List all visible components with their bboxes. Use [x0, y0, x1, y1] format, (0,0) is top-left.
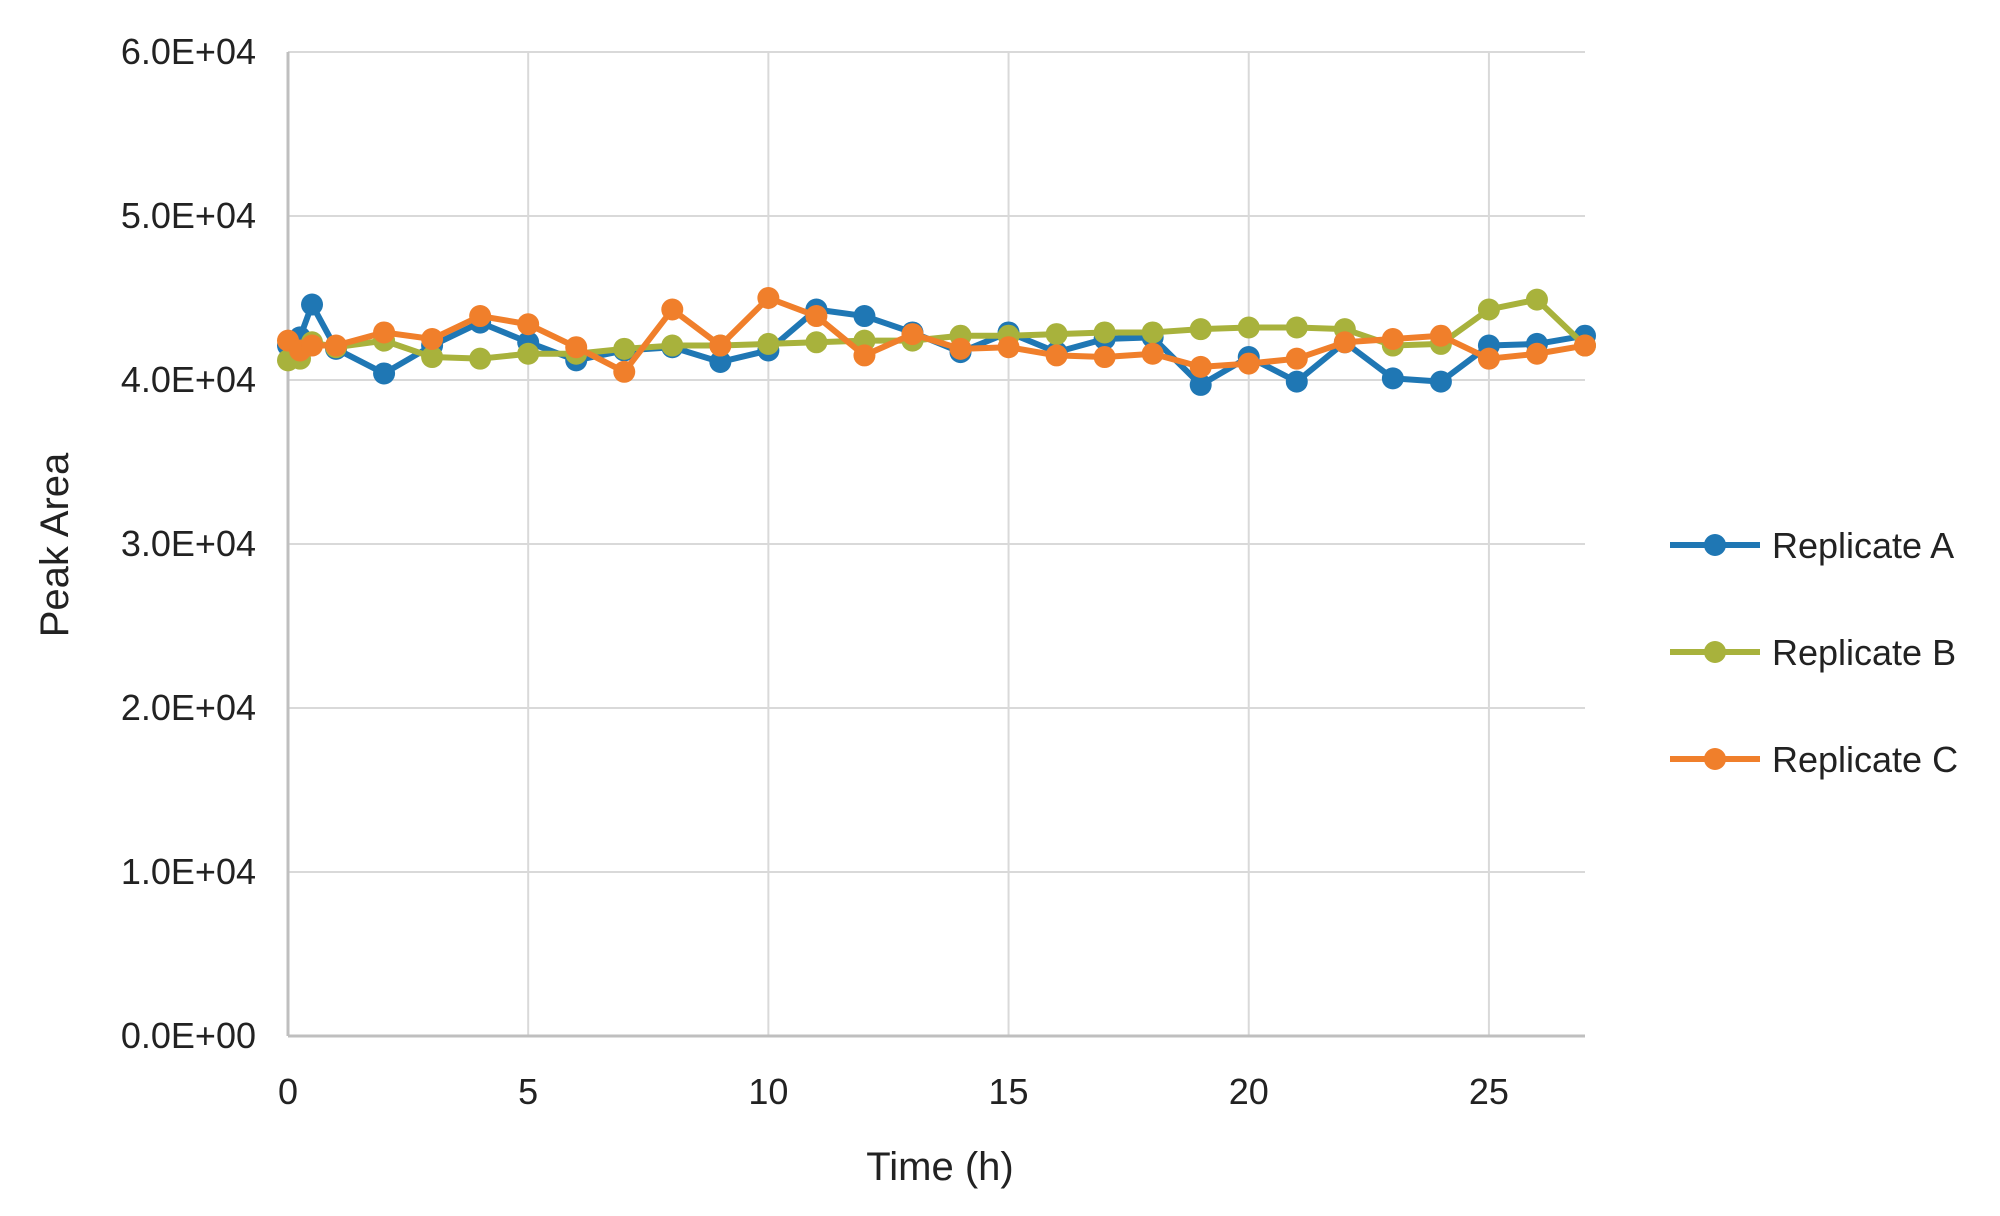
data-point[interactable] — [1477, 347, 1500, 370]
data-point[interactable] — [613, 337, 636, 360]
axes — [286, 52, 1585, 1038]
x-axis-title: Time (h) — [866, 1145, 1013, 1189]
legend-item[interactable]: Replicate C — [1670, 739, 1958, 780]
data-point[interactable] — [301, 293, 324, 316]
x-tick-label: 25 — [1469, 1071, 1509, 1112]
data-point[interactable] — [661, 334, 684, 357]
data-point[interactable] — [517, 342, 540, 365]
data-point[interactable] — [1093, 321, 1116, 344]
y-tick-label: 3.0E+04 — [121, 523, 256, 564]
data-point[interactable] — [661, 298, 684, 321]
data-point[interactable] — [853, 305, 876, 328]
y-tick-label: 4.0E+04 — [121, 359, 256, 400]
data-point[interactable] — [1189, 318, 1212, 341]
data-point[interactable] — [1141, 342, 1164, 365]
data-point[interactable] — [805, 331, 828, 354]
data-point[interactable] — [757, 287, 780, 309]
data-point[interactable] — [949, 337, 972, 360]
data-point[interactable] — [1525, 288, 1548, 311]
legend[interactable]: Replicate A Replicate B Replicate C — [1670, 525, 1958, 780]
data-point[interactable] — [997, 336, 1020, 359]
data-point[interactable] — [1333, 331, 1356, 354]
data-point[interactable] — [1285, 370, 1308, 393]
data-point[interactable] — [613, 360, 636, 383]
data-point[interactable] — [1429, 370, 1452, 393]
data-point[interactable] — [1574, 334, 1596, 357]
legend-label: Replicate C — [1772, 739, 1958, 780]
data-point[interactable] — [1285, 347, 1308, 370]
data-point[interactable] — [1237, 316, 1260, 339]
data-point[interactable] — [709, 334, 732, 357]
data-point[interactable] — [373, 321, 396, 344]
x-tick-label: 20 — [1229, 1071, 1269, 1112]
data-point[interactable] — [421, 346, 444, 369]
legend-label: Replicate B — [1772, 632, 1956, 673]
gridlines — [288, 51, 1585, 1036]
data-point[interactable] — [565, 336, 588, 359]
data-point[interactable] — [1285, 316, 1308, 339]
data-point[interactable] — [1045, 344, 1068, 367]
data-point[interactable] — [853, 344, 876, 367]
y-tick-label: 2.0E+04 — [121, 687, 256, 728]
y-tick-label: 1.0E+04 — [121, 851, 256, 892]
data-point[interactable] — [517, 313, 540, 336]
x-tick-label: 0 — [278, 1071, 298, 1112]
data-point[interactable] — [757, 332, 780, 355]
data-point[interactable] — [1045, 323, 1068, 346]
legend-item[interactable]: Replicate B — [1670, 632, 1956, 673]
data-point[interactable] — [1525, 342, 1548, 365]
legend-label: Replicate A — [1772, 525, 1954, 566]
legend-swatch-marker — [1704, 534, 1726, 556]
data-point[interactable] — [301, 334, 324, 357]
y-tick-label: 5.0E+04 — [121, 195, 256, 236]
legend-swatch-marker — [1704, 641, 1726, 663]
data-point[interactable] — [421, 328, 444, 350]
series-replicate-c — [277, 287, 1596, 383]
legend-item[interactable]: Replicate A — [1670, 525, 1954, 566]
data-point[interactable] — [1189, 373, 1212, 396]
data-point[interactable] — [901, 323, 924, 346]
data-point[interactable] — [1189, 355, 1212, 378]
tick-labels: 0.0E+00 1.0E+04 2.0E+04 3.0E+04 4.0E+04 5.0E+… — [121, 31, 1509, 1112]
x-tick-label: 5 — [518, 1071, 538, 1112]
series-group — [277, 287, 1596, 396]
y-tick-label: 6.0E+04 — [121, 31, 256, 72]
y-tick-label: 0.0E+00 — [121, 1015, 256, 1056]
data-point[interactable] — [1381, 328, 1404, 350]
data-point[interactable] — [325, 334, 348, 357]
x-tick-label: 15 — [989, 1071, 1029, 1112]
data-point[interactable] — [805, 305, 828, 328]
data-point[interactable] — [373, 362, 396, 385]
data-point[interactable] — [1141, 321, 1164, 344]
data-point[interactable] — [469, 347, 492, 370]
legend-swatch-marker — [1704, 748, 1726, 770]
data-point[interactable] — [469, 305, 492, 328]
data-point[interactable] — [1429, 324, 1452, 347]
data-point[interactable] — [1477, 298, 1500, 321]
data-point[interactable] — [1093, 346, 1116, 369]
data-point[interactable] — [1381, 367, 1404, 390]
data-point[interactable] — [1237, 352, 1260, 375]
y-axis-title: Peak Area — [33, 452, 77, 637]
x-tick-label: 10 — [748, 1071, 788, 1112]
data-point[interactable] — [709, 350, 732, 373]
